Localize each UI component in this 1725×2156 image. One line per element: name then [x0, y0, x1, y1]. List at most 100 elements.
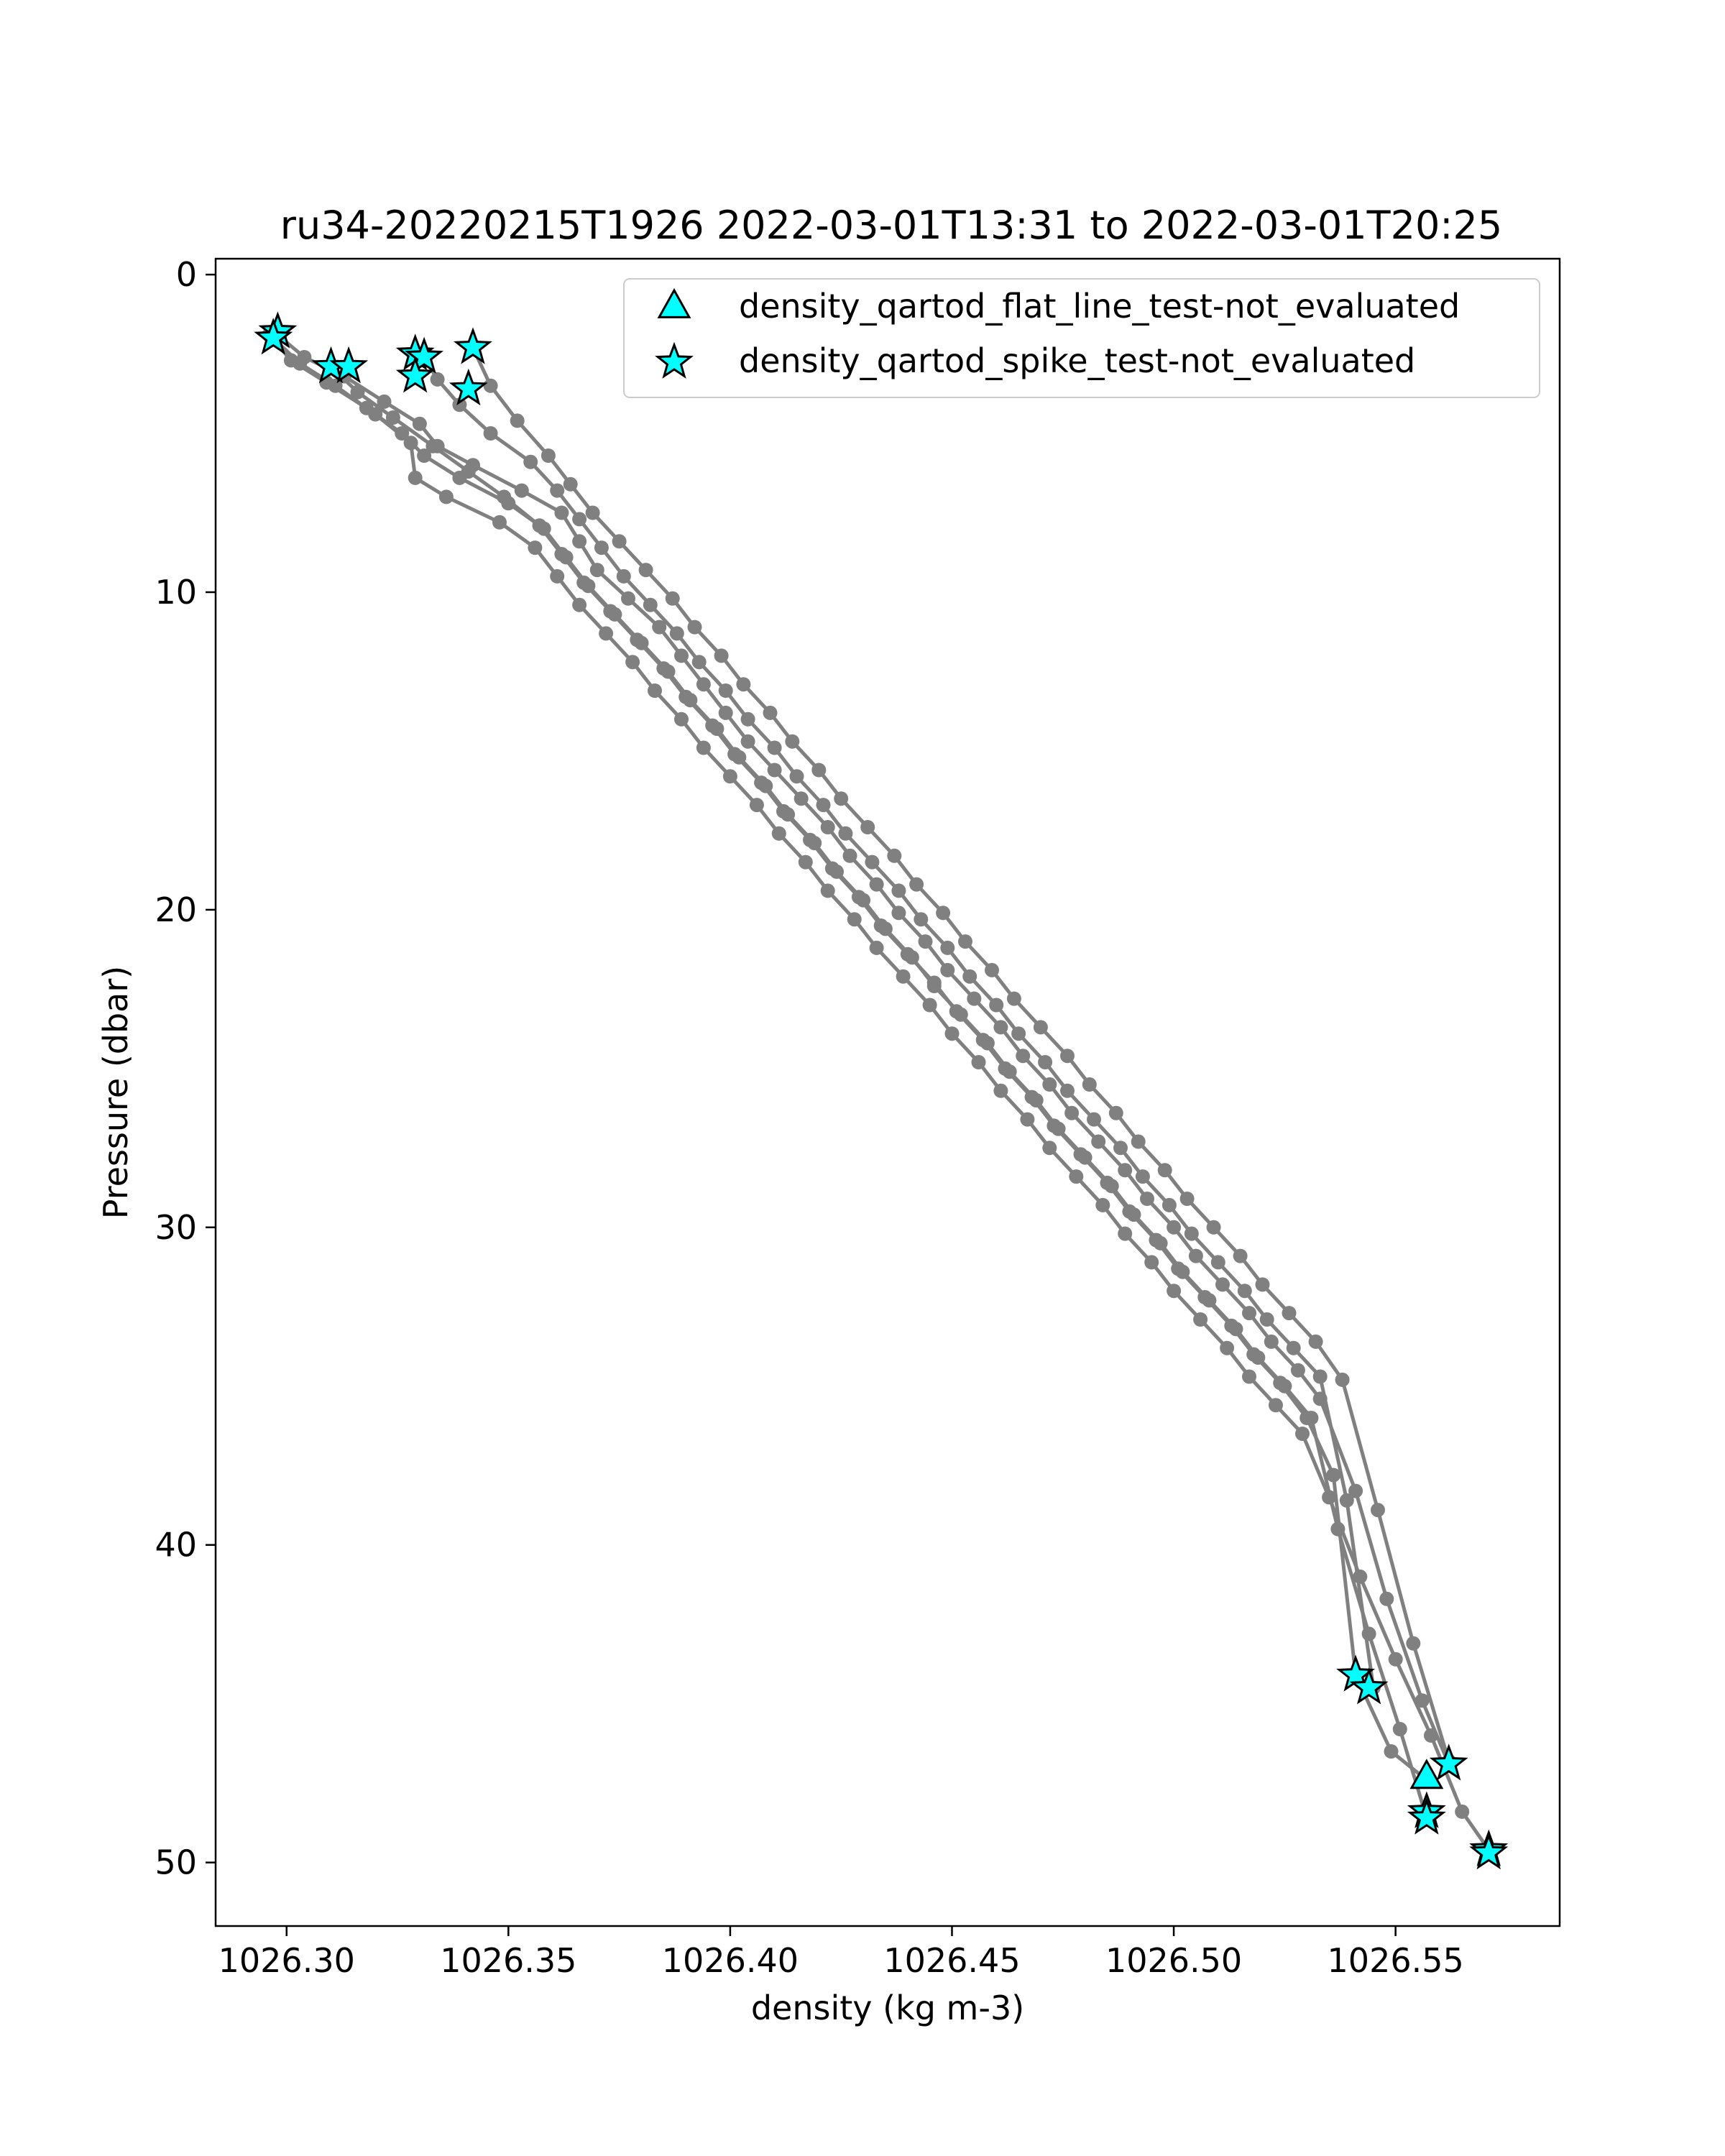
profile-point — [572, 512, 587, 527]
x-tick-label: 1026.30 — [218, 1941, 355, 1980]
profile-point — [1379, 1591, 1394, 1606]
profile-point — [1269, 1398, 1283, 1413]
profile-line-2 — [272, 336, 1491, 1851]
profile-point — [665, 591, 680, 606]
profile-point — [767, 740, 782, 755]
profile-point — [971, 1055, 986, 1069]
profile-point — [514, 483, 529, 498]
profile-point — [936, 906, 951, 921]
spike-test-marker — [405, 336, 444, 374]
profile-point — [461, 464, 476, 479]
profile-point — [824, 861, 840, 876]
profile-point — [767, 763, 782, 778]
x-tick-label: 1026.50 — [1105, 1941, 1242, 1980]
profile-point — [718, 683, 733, 698]
profile-point — [1388, 1651, 1403, 1667]
profile-point — [1113, 1141, 1128, 1156]
profile-point — [1308, 1334, 1323, 1349]
profile-point — [860, 820, 875, 834]
profile-point — [1273, 1376, 1288, 1391]
profile-point — [687, 619, 702, 635]
legend-label-flat-line: density_qartod_flat_line_test-not_evalua… — [739, 287, 1460, 326]
legend: density_qartod_flat_line_test-not_evalua… — [623, 278, 1540, 398]
profile-point — [1064, 1105, 1080, 1120]
profile-point — [1282, 1306, 1297, 1321]
profile-point — [1118, 1226, 1133, 1241]
profile-point — [1073, 1147, 1088, 1162]
spike-test-marker — [1429, 1743, 1468, 1781]
x-tick-label: 1026.35 — [440, 1941, 576, 1980]
spike-test-marker — [1469, 1833, 1509, 1870]
profile-point — [958, 934, 972, 949]
profile-point — [696, 740, 711, 755]
profile-point — [1242, 1306, 1256, 1321]
profile-point — [1024, 1089, 1039, 1105]
profile-point — [891, 906, 906, 921]
profile-point — [1167, 1284, 1182, 1299]
profile-point — [678, 689, 694, 704]
profile-point — [1255, 1277, 1270, 1292]
profile-point — [1220, 1340, 1235, 1355]
profile-point — [940, 962, 955, 977]
profile-point — [962, 969, 978, 984]
profile-point — [989, 998, 1004, 1013]
profile-point — [998, 1061, 1013, 1076]
profile-point — [403, 436, 418, 451]
profile-point — [1069, 1169, 1084, 1184]
profile-point — [1210, 1255, 1225, 1270]
profile-point — [722, 769, 737, 784]
profile-point — [523, 454, 538, 469]
legend-label-spike: density_qartod_spike_test-not_evaluated — [739, 341, 1415, 380]
profile-point — [426, 438, 441, 453]
profile-point — [1179, 1192, 1195, 1206]
profile-point — [594, 540, 609, 556]
profile-point — [417, 448, 432, 463]
profile-point — [368, 407, 383, 422]
profile-point — [1060, 1049, 1075, 1064]
legend-star-icon — [655, 341, 694, 379]
profile-point — [385, 410, 400, 425]
profile-point — [572, 597, 587, 612]
profile-point — [1286, 1340, 1301, 1355]
profile-point — [554, 505, 569, 520]
profile-point — [776, 803, 791, 819]
profile-point — [674, 711, 689, 727]
profile-point — [1033, 1020, 1048, 1035]
profile-point — [714, 648, 729, 663]
spike-test-marker — [1407, 1797, 1446, 1835]
profile-point — [1122, 1204, 1137, 1219]
flat-line-test-marker — [1409, 1759, 1444, 1789]
profile-point — [612, 534, 627, 549]
profile-point — [1157, 1163, 1172, 1178]
profile-point — [1149, 1233, 1164, 1248]
profile-point — [727, 747, 742, 762]
profile-point — [798, 854, 813, 870]
profile-point — [643, 597, 658, 612]
profile-point — [993, 1083, 1008, 1098]
profile-point — [691, 655, 707, 670]
profile-point — [1006, 991, 1021, 1006]
spike-test-marker — [329, 346, 369, 384]
profile-point — [599, 626, 614, 641]
profile-point — [865, 854, 880, 870]
profile-point — [705, 718, 720, 733]
profile-point — [1237, 1284, 1252, 1299]
profile-point — [1290, 1363, 1305, 1378]
plot-frame — [214, 257, 1561, 1927]
profile-point — [438, 489, 454, 505]
profile-point — [1348, 1483, 1363, 1498]
profile-point — [1087, 1112, 1101, 1127]
chart-title: ru34-20220215T1926 2022-03-01T13:31 to 2… — [280, 203, 1502, 248]
profile-point — [1259, 1312, 1274, 1327]
profile-point — [918, 934, 933, 949]
profile-point — [350, 384, 365, 400]
profile-point — [811, 763, 827, 778]
profile-point — [328, 378, 343, 393]
profile-point — [1131, 1134, 1146, 1149]
profile-point — [589, 563, 604, 578]
profile-point — [1144, 1255, 1159, 1270]
profile-point — [1335, 1372, 1350, 1387]
y-tick-label: 30 — [155, 1208, 197, 1247]
profile-point — [483, 378, 498, 393]
profile-point — [1392, 1722, 1407, 1736]
